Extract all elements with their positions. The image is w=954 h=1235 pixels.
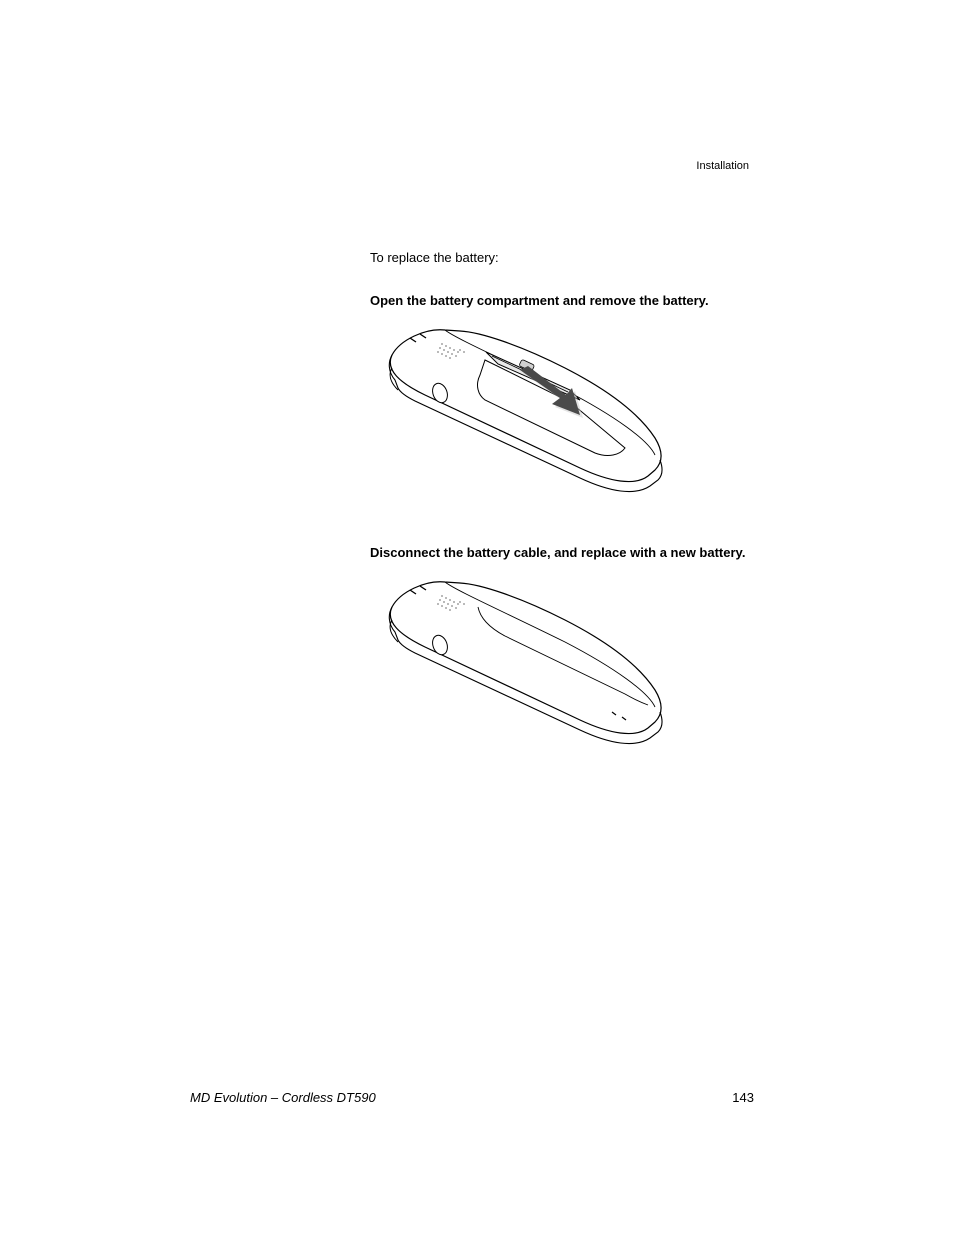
device-open-compartment-illustration (370, 320, 670, 505)
footer-page-number: 143 (732, 1090, 754, 1105)
main-content: To replace the battery: Open the battery… (370, 250, 754, 787)
page-footer: MD Evolution – Cordless DT590 143 (190, 1090, 754, 1105)
figure-step1 (370, 320, 754, 505)
footer-doc-title: MD Evolution – Cordless DT590 (190, 1090, 376, 1105)
figure-step2 (370, 572, 754, 747)
section-header: Installation (696, 160, 749, 172)
intro-text: To replace the battery: (370, 250, 754, 265)
step1-heading: Open the battery compartment and remove … (370, 293, 754, 308)
device-closed-illustration (370, 572, 670, 747)
step2-heading: Disconnect the battery cable, and replac… (370, 545, 754, 560)
